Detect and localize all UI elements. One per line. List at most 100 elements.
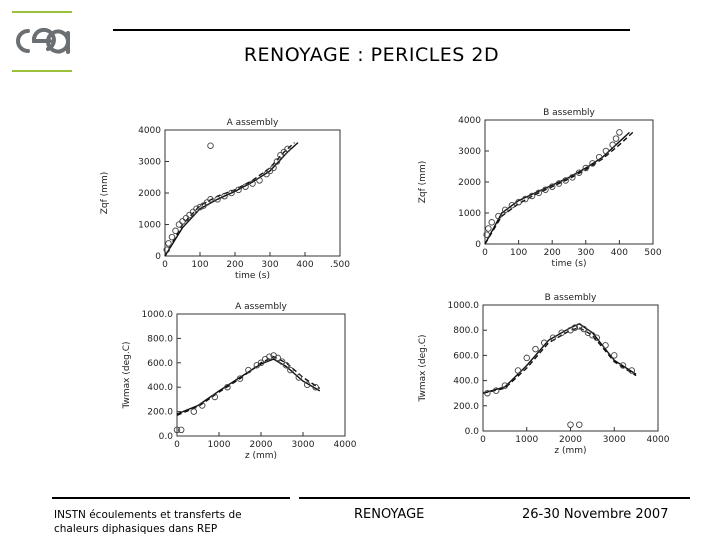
y-tick-label: 1000 [458,209,481,219]
x-tick-label: 3000 [292,440,315,450]
data-point [540,339,548,347]
data-point [535,189,543,197]
y-tick-label: 3000 [458,147,481,157]
y-tick-label: 800.0 [453,326,479,336]
data-point [595,153,603,161]
series-line [164,142,299,257]
data-point [193,205,200,212]
x-tick-label: 100 [191,260,208,270]
y-tick-label: 0.0 [465,427,480,437]
data-point [165,240,172,247]
data-point [523,354,530,362]
series-line [176,358,321,415]
data-point [274,354,282,362]
data-point [549,334,557,342]
y-tick-label: 400.0 [147,383,173,393]
data-point [515,198,522,206]
x-tick-label: 400 [296,260,313,270]
y-tick-label: 3000 [138,158,161,168]
footer-rule-right [299,497,690,499]
chart-b-assembly-twmax: B assembly 0 1000 2000 3000 4000 0.0 200.0 400.0… [413,287,671,459]
x-tick-label: 4000 [647,435,670,445]
data-point [575,169,583,176]
plot-frame [164,129,341,257]
data-point [501,382,509,389]
footer-course: INSTN écoulements et transferts de chale… [54,508,290,536]
data-point [495,212,502,220]
data-point [207,196,214,203]
y-tick-label: 400.0 [453,377,479,387]
data-point [488,219,495,226]
y-axis-label: Zqf (mm) [418,161,428,203]
data-point [198,402,206,409]
data-point [295,374,303,381]
data-point [589,160,596,167]
data-point [172,227,179,235]
series-line [484,131,634,245]
y-tick-label: 0.0 [159,432,174,442]
data-point [522,195,529,203]
x-tick-label: 0 [162,260,168,270]
x-tick-label: 4000 [334,440,357,450]
data-point [236,375,244,382]
data-point [282,361,290,369]
chart-b-assembly-zqf: B assembly 0 100 200 300 400 500 0 1000 2000 3000 4… [413,100,671,270]
data-point [582,164,590,172]
data-point [173,426,181,434]
data-point [562,177,569,184]
y-tick-label: 2000 [138,189,161,199]
y-tick-label: 2000 [458,178,481,188]
data-point [610,352,618,359]
data-point [221,192,228,200]
data-point [266,353,273,360]
data-point [514,367,522,374]
y-tick-label: 200.0 [147,408,173,418]
series-line [164,142,295,257]
x-tick-label: 1000 [515,435,538,445]
x-tick-label: 1000 [208,440,231,450]
x-axis-label: z (mm) [245,451,277,461]
chart-title: A assembly [235,302,287,312]
y-tick-label: 1000.0 [448,301,480,311]
series-line [176,355,321,416]
data-point [278,358,286,365]
data-point [224,383,231,391]
data-point [602,147,610,155]
x-axis-label: z (mm) [554,446,586,456]
data-point [211,393,219,401]
data-point [567,421,574,428]
series-line [482,326,637,394]
data-point [484,389,491,397]
cea-logo [10,10,74,74]
data-point [571,324,579,331]
x-tick-label: 2000 [559,435,582,445]
logo-top-bar [12,11,72,13]
data-point [273,158,281,165]
data-point [257,359,265,367]
data-point [287,366,294,374]
data-point [575,421,583,428]
data-point [168,233,176,241]
chart-b-assembly-twmax-svg: B assembly 0 1000 2000 3000 4000 0.0 200.0 400.0… [418,293,670,456]
data-point [580,325,587,333]
data-point [228,189,235,197]
x-tick-label: .500 [330,260,350,270]
y-tick-label: 200.0 [453,402,479,412]
y-tick-label: 1000 [138,221,161,231]
data-point [256,177,263,184]
y-tick-label: 0 [475,240,481,250]
footer-topic: RENOYAGE [354,507,425,522]
data-point [548,183,556,190]
data-point [501,206,509,214]
x-axis-label: time (s) [235,271,270,281]
data-point [207,142,214,150]
cea-logo-mark [16,27,70,54]
x-tick-label: 0 [482,248,488,258]
data-point [558,329,565,336]
footer-course-line2: chaleurs diphasiques dans REP [54,523,218,535]
chart-a-assembly-zqf: A assembly 0 100 200 300 400 .500 0 1000 2000 3000… [95,110,353,282]
y-tick-label: 600.0 [147,359,173,369]
y-tick-label: 4000 [458,116,481,126]
data-point [235,186,242,194]
data-point [196,203,204,211]
